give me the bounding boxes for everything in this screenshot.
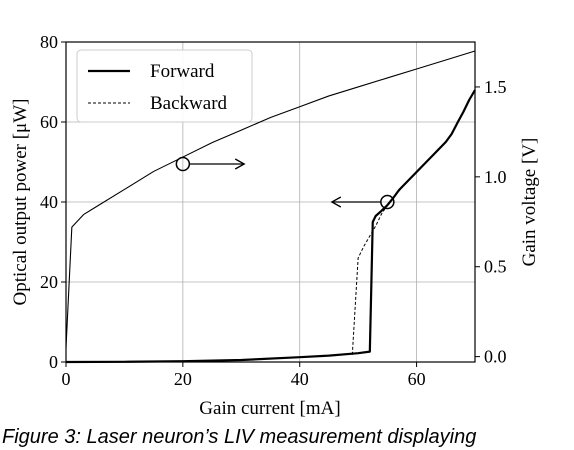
x-axis-title: Gain current [mA] bbox=[199, 398, 340, 419]
x-tick-label: 40 bbox=[291, 369, 309, 389]
y-axis-title: Optical output power [μW] bbox=[10, 99, 31, 306]
x-axis-ticks: 0 20 40 60 bbox=[62, 362, 426, 389]
arrow-head bbox=[330, 196, 342, 208]
y-axis-ticks: 0 20 40 60 80 bbox=[40, 32, 66, 372]
legend-backward-label: Backward bbox=[150, 93, 228, 114]
x-tick-label: 60 bbox=[408, 369, 426, 389]
y-tick-label: 60 bbox=[40, 112, 58, 132]
liv-chart: 0 20 40 60 0 20 40 60 80 0.0 0.5 1.0 1.5 Gain curr… bbox=[10, 32, 540, 419]
y-tick-label: 40 bbox=[40, 192, 58, 212]
annotation-arrow-2 bbox=[330, 196, 381, 208]
y-tick-label: 0 bbox=[49, 352, 58, 372]
y2-tick-label: 1.0 bbox=[484, 167, 507, 187]
y2-axis-title: Gain voltage [V] bbox=[519, 138, 540, 267]
y-tick-label: 80 bbox=[40, 32, 58, 52]
legend: Forward Backward bbox=[76, 49, 253, 123]
y2-tick-label: 0.0 bbox=[484, 347, 507, 367]
y2-tick-label: 1.5 bbox=[484, 77, 507, 97]
annotation-arrow-1 bbox=[189, 158, 246, 170]
y2-axis-ticks: 0.0 0.5 1.0 1.5 bbox=[475, 77, 507, 367]
y2-tick-label: 0.5 bbox=[484, 257, 507, 277]
arrow-head bbox=[234, 158, 246, 170]
x-tick-label: 20 bbox=[174, 369, 192, 389]
y-tick-label: 20 bbox=[40, 272, 58, 292]
legend-forward-label: Forward bbox=[150, 61, 215, 82]
annotation-markers bbox=[175, 156, 395, 210]
legend-box bbox=[76, 49, 253, 123]
forward-curve bbox=[65, 89, 476, 364]
figure-caption: Figure 3: Laser neuron’s LIV measurement… bbox=[2, 426, 477, 448]
voltage-curve bbox=[65, 50, 476, 348]
x-tick-label: 0 bbox=[62, 369, 71, 389]
